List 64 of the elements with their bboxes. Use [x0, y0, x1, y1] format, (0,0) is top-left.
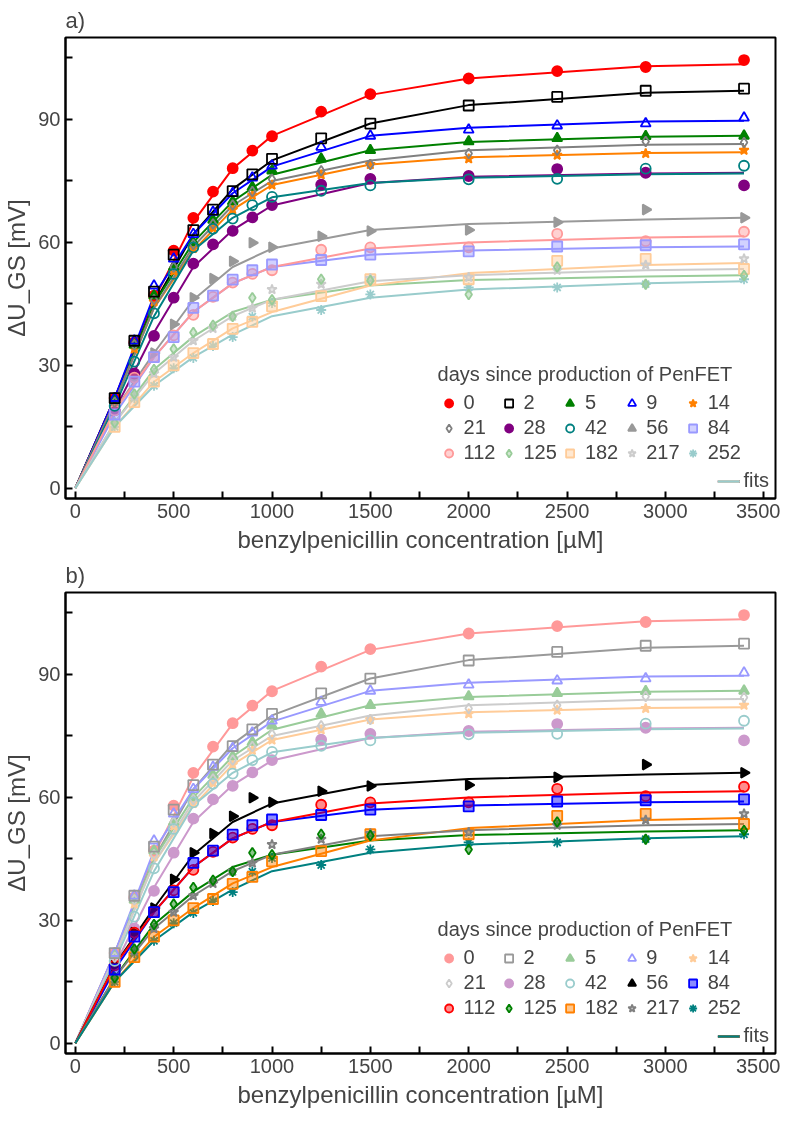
chart-title: a): [65, 7, 86, 33]
x-axis-title: benzylpenicillin concentration [µM]: [237, 525, 604, 553]
annotation: fits: [743, 469, 769, 492]
x-axis-title: benzylpenicillin concentration [µM]: [237, 1080, 604, 1108]
legend-label: 14: [707, 946, 730, 969]
x-tick-label: 1000: [249, 499, 295, 522]
legend-label: 28: [523, 971, 546, 994]
chart-title: b): [65, 562, 86, 588]
legend-label: 217: [646, 441, 680, 464]
legend-label: 217: [646, 996, 680, 1019]
y-tick-label: 90: [38, 663, 61, 686]
legend-label: 5: [584, 391, 597, 414]
legend-label: 252: [707, 996, 741, 1019]
legend-label: 182: [584, 996, 619, 1019]
legend-label: 14: [707, 391, 730, 414]
legend-label: 9: [646, 946, 659, 969]
x-tick-label: 3000: [643, 499, 688, 522]
y-tick-label: 60: [38, 231, 61, 254]
x-tick-label: 2000: [446, 1054, 491, 1077]
y-tick-label: 60: [38, 786, 61, 809]
x-tick-label: 2500: [544, 1054, 590, 1077]
legend-label: 42: [584, 416, 608, 439]
legend-label: 42: [584, 971, 608, 994]
y-tick-label: 0: [49, 1032, 61, 1055]
legend-label: 21: [463, 971, 486, 994]
x-tick-label: 500: [156, 1054, 191, 1077]
x-tick-label: 2500: [544, 499, 590, 522]
legend-label: 252: [707, 441, 741, 464]
x-tick-label: 2000: [446, 499, 491, 522]
legend-label: 125: [523, 441, 557, 464]
x-tick-label: 500: [156, 499, 191, 522]
legend-label: 2: [523, 391, 536, 414]
legend-label: 0: [463, 946, 476, 969]
legend-label: 0: [463, 391, 476, 414]
y-axis-title: ΔU_GS [mV]: [3, 754, 31, 892]
y-tick-label: 90: [38, 108, 61, 131]
y-tick-label: 0: [49, 477, 61, 500]
x-tick-label: 3500: [736, 1054, 781, 1077]
x-tick-label: 3000: [643, 1054, 688, 1077]
legend-label: 2: [523, 946, 536, 969]
legend-label: 112: [463, 441, 496, 464]
x-tick-label: 0: [69, 499, 81, 522]
x-tick-label: 1500: [348, 1054, 393, 1077]
legend-label: 21: [463, 416, 486, 439]
annotation: fits: [743, 1024, 769, 1047]
y-tick-label: 30: [38, 354, 61, 377]
legend-label: 9: [646, 391, 659, 414]
legend-label: 5: [584, 946, 597, 969]
legend-label: 56: [646, 971, 669, 994]
x-tick-label: 3500: [736, 499, 781, 522]
legend-label: 28: [523, 416, 546, 439]
x-tick-label: 1000: [249, 1054, 295, 1077]
y-axis-title: ΔU_GS [mV]: [3, 199, 31, 337]
legend-label: 182: [584, 441, 619, 464]
legend-label: 112: [463, 996, 496, 1019]
legend-label: 56: [646, 416, 669, 439]
x-tick-label: 1500: [348, 499, 393, 522]
legend-label: 84: [707, 971, 730, 994]
legend-title: days since production of PenFET: [437, 918, 734, 941]
y-tick-label: 30: [38, 909, 61, 932]
x-tick-label: 0: [69, 1054, 81, 1077]
legend-title: days since production of PenFET: [437, 363, 734, 386]
legend-label: 84: [707, 416, 730, 439]
legend-label: 125: [523, 996, 557, 1019]
